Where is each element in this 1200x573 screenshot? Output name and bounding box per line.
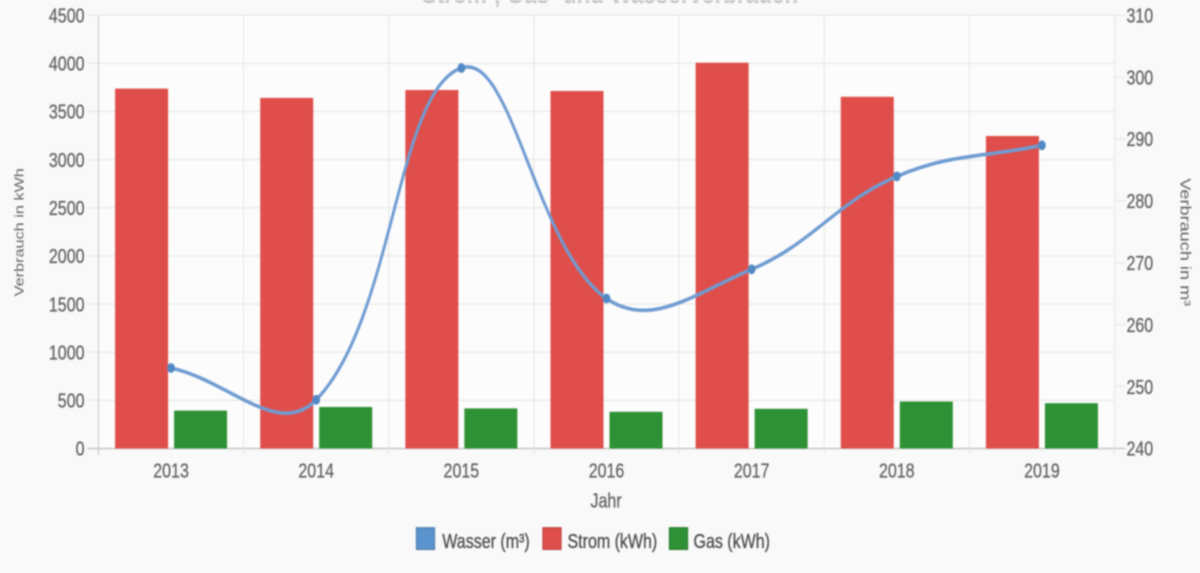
svg-text:Wasser (m³): Wasser (m³): [442, 530, 529, 552]
svg-text:Jahr: Jahr: [591, 490, 622, 512]
svg-text:2016: 2016: [589, 460, 625, 482]
svg-text:1500: 1500: [49, 294, 85, 316]
svg-text:260: 260: [1127, 314, 1154, 336]
svg-text:2018: 2018: [879, 460, 915, 482]
svg-text:2014: 2014: [298, 460, 334, 482]
svg-text:Strom (kWh): Strom (kWh): [568, 530, 658, 552]
svg-text:Verbrauch in m³: Verbrauch in m³: [1177, 178, 1193, 306]
svg-text:250: 250: [1127, 376, 1154, 398]
svg-text:4000: 4000: [49, 53, 85, 75]
svg-text:300: 300: [1127, 67, 1154, 89]
svg-text:4500: 4500: [49, 5, 85, 27]
svg-text:3500: 3500: [49, 101, 85, 123]
svg-text:310: 310: [1127, 5, 1154, 27]
svg-text:240: 240: [1127, 438, 1154, 460]
svg-text:Strom-, Gas- und Wasserverbrau: Strom-, Gas- und Wasserverbrauch: [422, 0, 799, 10]
svg-text:2013: 2013: [153, 460, 189, 482]
svg-text:500: 500: [58, 390, 85, 412]
svg-text:2000: 2000: [49, 246, 85, 268]
svg-text:2015: 2015: [444, 460, 480, 482]
svg-text:Verbrauch in kWh: Verbrauch in kWh: [13, 168, 27, 296]
svg-text:1000: 1000: [49, 342, 85, 364]
svg-text:0: 0: [76, 438, 85, 460]
svg-text:2500: 2500: [49, 197, 85, 219]
svg-text:290: 290: [1127, 129, 1154, 151]
svg-text:Gas (kWh): Gas (kWh): [694, 530, 770, 552]
svg-text:280: 280: [1127, 190, 1154, 212]
svg-text:2019: 2019: [1024, 460, 1060, 482]
svg-text:2017: 2017: [734, 460, 770, 482]
svg-text:270: 270: [1127, 252, 1154, 274]
svg-text:3000: 3000: [49, 149, 85, 171]
